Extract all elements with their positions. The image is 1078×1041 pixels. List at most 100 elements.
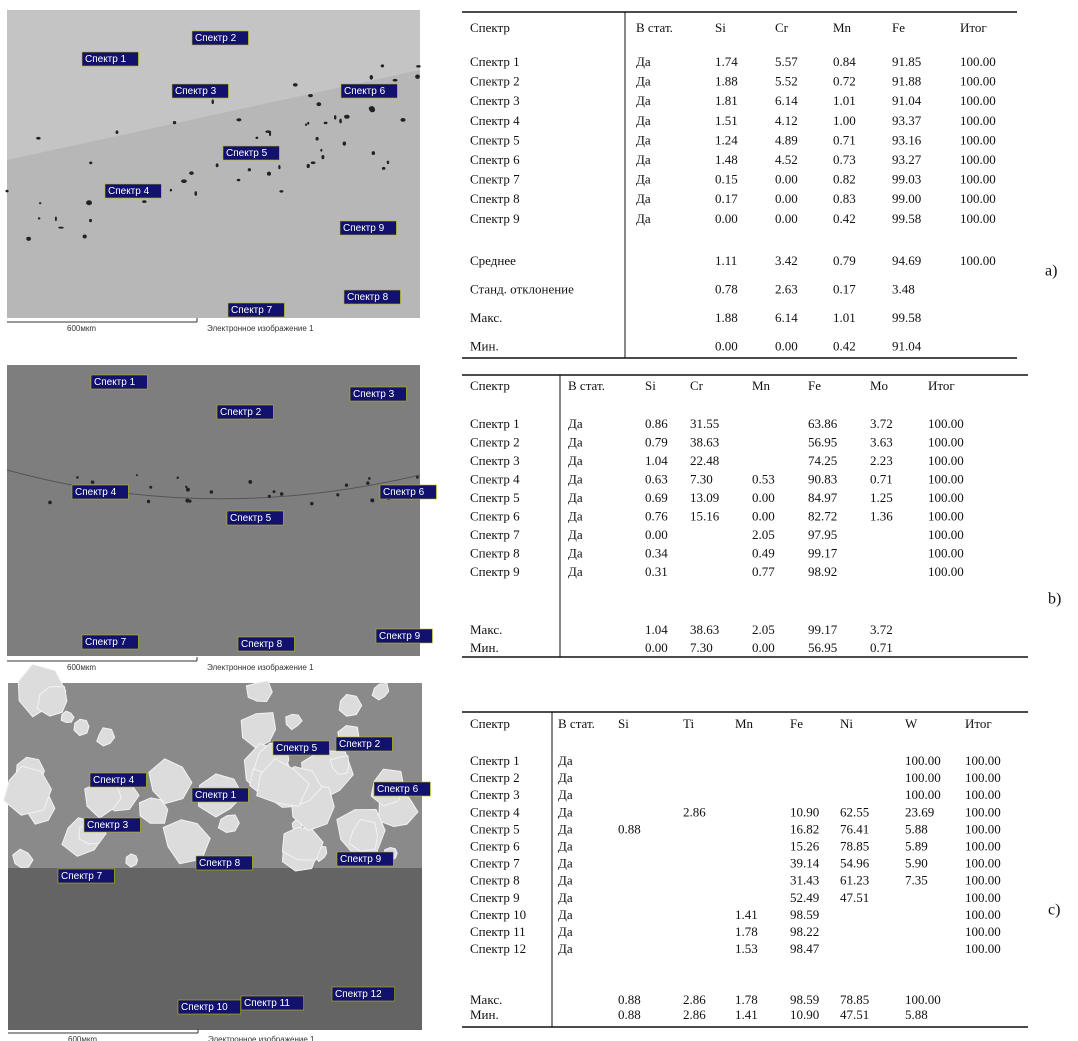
- table-cell: 5.88: [905, 1007, 928, 1022]
- table-cell: Да: [636, 74, 651, 89]
- pore: [334, 115, 336, 119]
- table-header: Итог: [965, 716, 992, 731]
- spectrum-label: Спектр 6: [377, 784, 419, 795]
- table-cell: Да: [636, 191, 651, 206]
- table-cell: 0.86: [645, 416, 668, 431]
- spectrum-label: Спектр 11: [244, 998, 290, 1009]
- table-header: Si: [618, 716, 629, 731]
- table-cell: 15.26: [790, 838, 820, 853]
- spectrum-label: Спектр 9: [340, 854, 382, 865]
- table-cell: 0.63: [645, 471, 668, 486]
- scale-label: 600мкm: [67, 324, 96, 333]
- table-cell: 7.30: [690, 640, 713, 655]
- table-cell: 0.00: [752, 490, 775, 505]
- table-header: Si: [715, 20, 726, 35]
- pore: [83, 234, 87, 238]
- table-cell: Спектр 1: [470, 54, 520, 69]
- pore: [186, 488, 190, 492]
- table-cell: 100.00: [960, 191, 996, 206]
- table-cell: 76.41: [840, 821, 869, 836]
- table-cell: 0.79: [645, 434, 668, 449]
- table-cell: 100.00: [928, 508, 964, 523]
- table-cell: 0.83: [833, 191, 856, 206]
- table-cell: Да: [558, 873, 573, 888]
- pore: [366, 481, 369, 484]
- table-cell: 100.00: [965, 890, 1001, 905]
- table-cell: Да: [636, 113, 651, 128]
- table-cell: 78.85: [840, 992, 869, 1007]
- table-cell: 2.23: [870, 453, 893, 468]
- table-cell: 0.00: [715, 211, 738, 226]
- table-cell: 4.52: [775, 152, 798, 167]
- table-cell: Да: [636, 132, 651, 147]
- table-cell: Спектр 4: [470, 804, 520, 819]
- spectrum-label: Спектр 10: [181, 1002, 228, 1013]
- table-cell: 63.86: [808, 416, 838, 431]
- table-cell: 91.04: [892, 93, 922, 108]
- table-cell: Да: [558, 804, 573, 819]
- table-cell: 4.12: [775, 113, 798, 128]
- pore: [142, 200, 146, 203]
- table-cell: 0.88: [618, 992, 641, 1007]
- table-cell: Да: [558, 924, 573, 939]
- table-cell: 98.92: [808, 564, 837, 579]
- panel-letter: a): [1045, 263, 1057, 280]
- table-cell: 31.55: [690, 416, 719, 431]
- table-cell: Спектр 6: [470, 152, 520, 167]
- table-cell: 100.00: [960, 152, 996, 167]
- table-cell: Да: [568, 527, 583, 542]
- table-cell: 90.83: [808, 471, 837, 486]
- table-header: Спектр: [470, 716, 510, 731]
- table-cell: Да: [636, 211, 651, 226]
- table-cell: 0.00: [775, 211, 798, 226]
- table-cell: 99.58: [892, 310, 921, 325]
- table-cell: 100.00: [928, 471, 964, 486]
- table-cell: 38.63: [690, 622, 719, 637]
- pore: [311, 161, 316, 164]
- pore: [58, 227, 64, 229]
- table-cell: Спектр 8: [470, 873, 520, 888]
- table-cell: 1.41: [735, 1007, 758, 1022]
- table-cell: 7.30: [690, 471, 713, 486]
- table-cell: 98.59: [790, 907, 819, 922]
- table-cell: 100.00: [928, 416, 964, 431]
- table-cell: 1.00: [833, 113, 856, 128]
- table-cell: 91.04: [892, 338, 922, 353]
- table-header: Cr: [690, 378, 704, 393]
- pore: [216, 163, 219, 167]
- pore: [273, 490, 276, 493]
- table-cell: Да: [568, 508, 583, 523]
- table-cell: 1.78: [735, 992, 758, 1007]
- table-cell: 2.05: [752, 527, 775, 542]
- pore: [86, 200, 92, 205]
- table-cell: 1.11: [715, 253, 737, 268]
- spectrum-label: Спектр 2: [339, 739, 381, 750]
- table-cell: 98.59: [790, 992, 819, 1007]
- pore: [195, 191, 198, 196]
- table-header: В стат.: [636, 20, 673, 35]
- image-caption: Электронное изображение 1: [207, 324, 314, 333]
- table-header: Fe: [892, 20, 905, 35]
- table-cell: 2.86: [683, 992, 706, 1007]
- table-cell: 99.17: [808, 545, 838, 560]
- table-cell: 99.03: [892, 172, 921, 187]
- spectrum-label: Спектр 5: [226, 148, 268, 159]
- spectrum-label: Спектр 2: [195, 33, 237, 44]
- pore: [372, 151, 375, 155]
- spectrum-label: Спектр 3: [87, 820, 129, 831]
- table-cell: 0.76: [645, 508, 668, 523]
- table-cell: Спектр 7: [470, 527, 520, 542]
- table-cell: 0.88: [618, 1007, 641, 1022]
- table-cell: Да: [558, 787, 573, 802]
- table-cell: Да: [558, 941, 573, 956]
- table-cell: 100.00: [960, 253, 996, 268]
- table-cell: Спектр 4: [470, 113, 520, 128]
- pore: [236, 118, 241, 121]
- table-cell: Спектр 7: [470, 856, 520, 871]
- table-cell: 1.53: [735, 941, 758, 956]
- table-cell: 74.25: [808, 453, 837, 468]
- table-cell: 84.97: [808, 490, 838, 505]
- table-cell: Да: [558, 907, 573, 922]
- table-cell: 31.43: [790, 873, 819, 888]
